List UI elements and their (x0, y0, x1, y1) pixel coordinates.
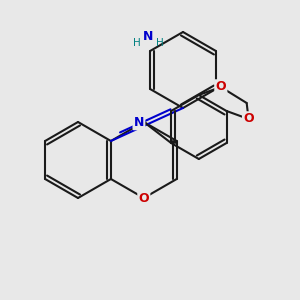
Text: O: O (139, 191, 149, 205)
Text: O: O (243, 112, 254, 125)
Text: H: H (133, 38, 141, 48)
Text: N: N (134, 116, 144, 129)
Text: O: O (215, 80, 226, 94)
Text: N: N (143, 29, 153, 43)
Text: H: H (156, 38, 164, 48)
